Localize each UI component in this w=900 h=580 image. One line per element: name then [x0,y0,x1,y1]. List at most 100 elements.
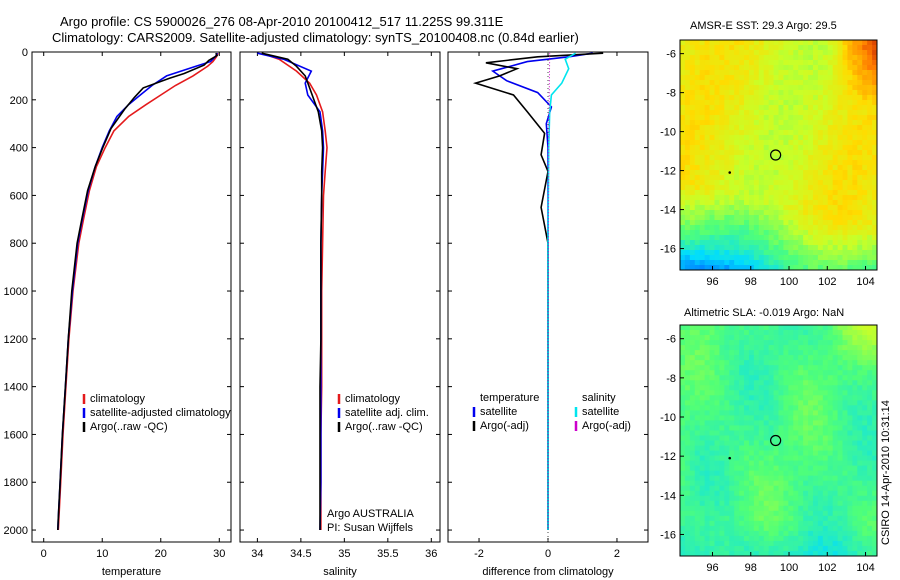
heatmap-cell [817,70,824,76]
heatmap-cell [699,350,706,356]
heatmap-cell [857,425,863,431]
heatmap-cell [753,350,760,356]
heatmap-cell [694,480,701,487]
heatmap-cell [847,220,853,226]
heatmap-cell [704,515,710,522]
heatmap-cell [748,145,755,151]
heatmap-cell [872,430,878,436]
heatmap-cell [680,135,686,141]
heatmap-cell [857,490,863,497]
heatmap-cell [783,45,789,51]
heatmap-cell [783,40,789,46]
heatmap-cell [857,470,863,477]
heatmap-cell [709,155,715,161]
heatmap-cell [827,210,834,216]
heatmap-cell [729,240,735,246]
heatmap-cell [847,340,853,346]
heatmap-cell [817,160,824,166]
heatmap-cell [778,450,784,456]
heatmap-cell [812,455,819,461]
heatmap-cell [808,250,814,256]
heatmap-cell [842,85,848,91]
heatmap-cell [758,500,765,507]
heatmap-cell [832,335,838,341]
heatmap-cell [793,420,799,426]
heatmap-cell [748,550,755,557]
heatmap-cell [719,505,725,512]
heatmap-cell [793,215,799,221]
heatmap-cell [812,250,819,256]
heatmap-cell [758,450,765,456]
heatmap-cell [812,130,819,136]
heatmap-cell [857,400,863,406]
heatmap-cell [684,185,691,191]
heatmap-cell [857,520,863,527]
heatmap-cell [808,185,814,191]
heatmap-cell [768,80,774,86]
heatmap-cell [739,140,745,146]
heatmap-cell [812,125,819,131]
heatmap-cell [803,460,809,467]
heatmap-cell [724,50,730,56]
heatmap-cell [832,150,838,156]
heatmap-cell [768,330,774,336]
heatmap-cell [699,45,706,51]
heatmap-cell [739,450,745,456]
heatmap-cell [719,215,725,221]
heatmap-cell [862,455,868,461]
heatmap-cell [872,100,878,106]
heatmap-cell [778,260,784,266]
heatmap-cell [753,115,760,121]
heatmap-cell [837,180,843,186]
heatmap-cell [724,480,730,487]
heatmap-cell [729,400,735,406]
heatmap-cell [719,490,725,497]
heatmap-cell [798,220,804,226]
heatmap-cell [689,70,696,76]
heatmap-cell [734,165,740,171]
heatmap-cell [719,110,725,116]
heatmap-cell [832,110,838,116]
heatmap-cell [872,350,878,356]
heatmap-cell [709,255,715,261]
heatmap-cell [827,230,834,236]
heatmap-cell [803,340,809,346]
heatmap-cell [714,405,720,411]
heatmap-cell [734,220,740,226]
heatmap-cell [709,205,715,211]
heatmap-cell [734,385,740,391]
heatmap-cell [748,235,755,241]
heatmap-cell [857,525,863,532]
heatmap-cell [857,165,863,171]
heatmap-cell [694,345,701,351]
heatmap-cell [744,75,750,81]
heatmap-cell [778,80,784,86]
heatmap-cell [753,220,760,226]
heatmap-cell [778,225,784,231]
heatmap-cell [744,475,750,482]
heatmap-cell [842,200,848,206]
heatmap-cell [763,245,770,251]
heatmap-cell [739,460,745,467]
heatmap-cell [832,495,838,502]
heatmap-cell [709,400,715,406]
heatmap-cell [847,455,853,461]
heatmap-cell [734,505,740,512]
heatmap-cell [803,215,809,221]
heatmap-cell [724,445,730,451]
heatmap-cell [793,170,799,176]
heatmap-cell [699,520,706,527]
heatmap-cell [748,210,755,216]
heatmap-cell [709,510,715,517]
salinity-annotation-line2: PI: Susan Wijffels [327,522,413,534]
heatmap-cell [734,190,740,196]
heatmap-cell [867,435,873,441]
heatmap-cell [704,490,710,497]
heatmap-cell [773,380,779,386]
heatmap-cell [852,500,858,507]
heatmap-cell [808,50,814,56]
heatmap-cell [827,450,834,456]
heatmap-cell [803,220,809,226]
heatmap-cell [862,350,868,356]
heatmap-cell [812,115,819,121]
